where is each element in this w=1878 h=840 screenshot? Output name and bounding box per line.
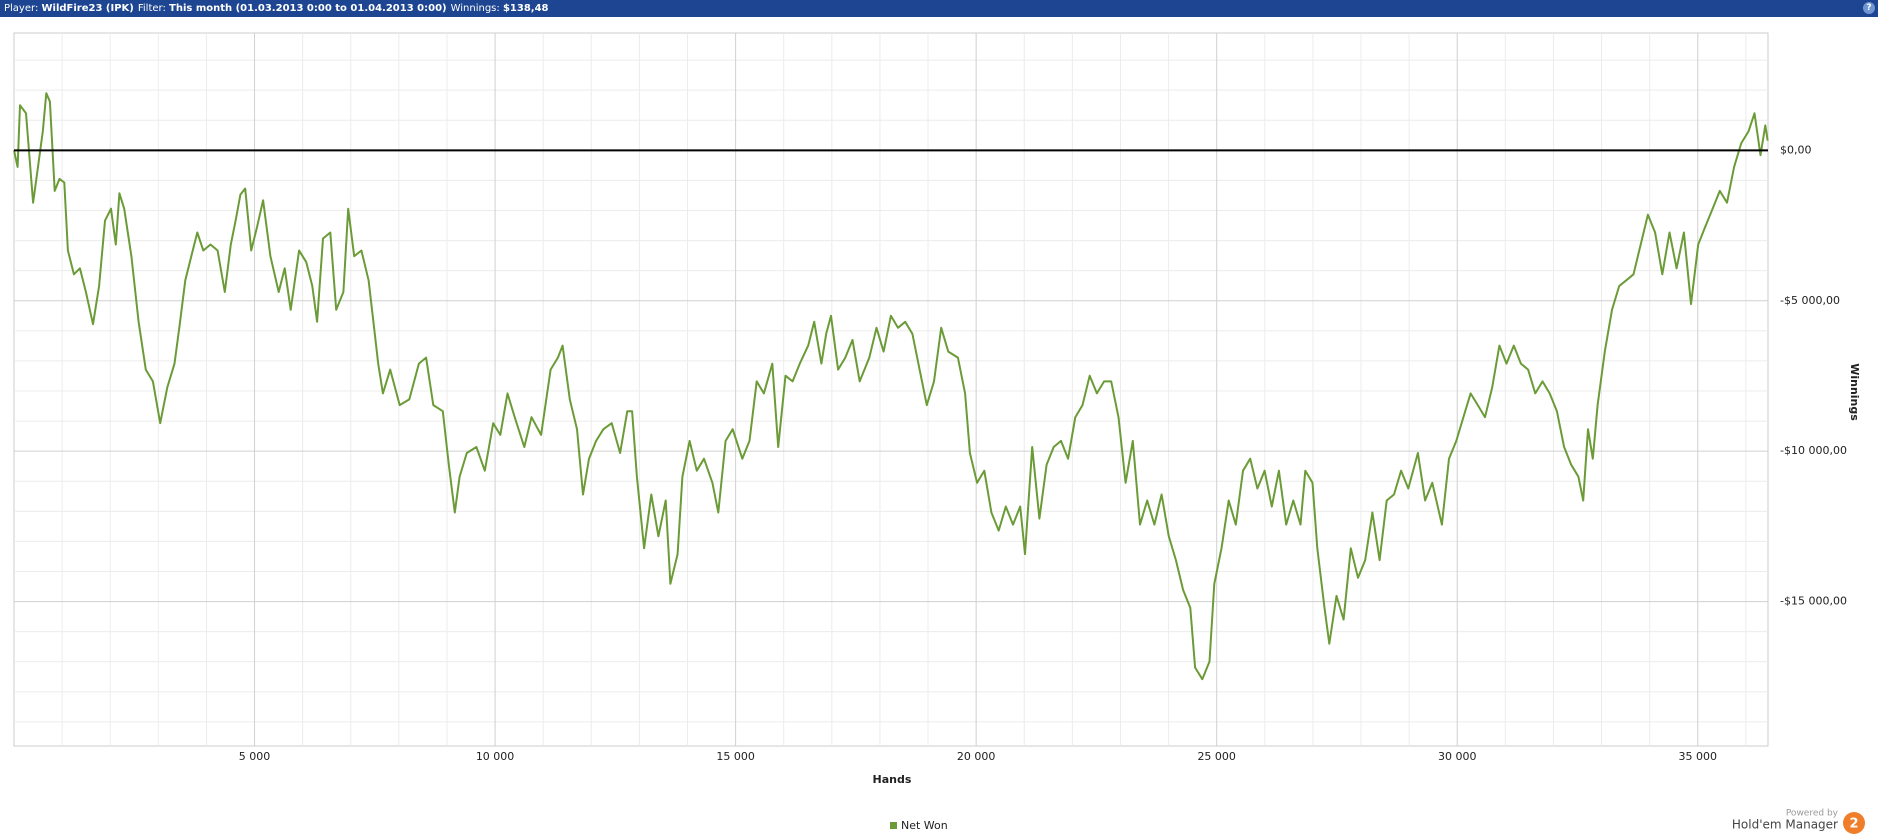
legend-swatch	[890, 822, 897, 829]
x-tick-label: 35 000	[1679, 750, 1718, 763]
header-bar: Player: WildFire23 (IPK) Filter: This mon…	[0, 0, 1878, 17]
x-tick-label: 30 000	[1438, 750, 1477, 763]
legend-label: Net Won	[901, 819, 948, 832]
chart: Hands Winnings Powered by Hold'em Manage…	[13, 32, 1865, 834]
y-tick-label: -$15 000,00	[1780, 595, 1847, 608]
player: WildFire23 (IPK)	[41, 3, 134, 14]
player-label: Player:	[4, 3, 39, 14]
logo-badge	[1843, 812, 1865, 834]
help-button[interactable]: ?	[1863, 2, 1875, 14]
winnings-label: Winnings:	[450, 3, 500, 14]
series-line	[13, 92, 1769, 681]
x-tick-label: 10 000	[476, 750, 515, 763]
y-axis-label: Winnings	[1848, 363, 1861, 421]
y-tick-label: $0,00	[1780, 143, 1812, 156]
product-name: Hold'em Manager	[1732, 818, 1838, 832]
y-tick-label: -$10 000,00	[1780, 444, 1847, 457]
y-tick-label: -$5 000,00	[1780, 294, 1840, 307]
plot-frame	[13, 32, 1769, 747]
x-tick-label: 15 000	[716, 750, 755, 763]
x-tick-label: 5 000	[239, 750, 271, 763]
powered-by: Powered by	[1786, 809, 1839, 819]
x-tick-label: 20 000	[957, 750, 996, 763]
x-tick-label: 25 000	[1197, 750, 1236, 763]
filter-label: Filter:	[137, 3, 166, 14]
filter: This month (01.03.2013 0:00 to 01.04.201…	[169, 3, 447, 14]
logo-number: 2	[1849, 817, 1858, 832]
x-axis-label: Hands	[873, 773, 912, 786]
winnings: $138,48	[502, 3, 549, 14]
